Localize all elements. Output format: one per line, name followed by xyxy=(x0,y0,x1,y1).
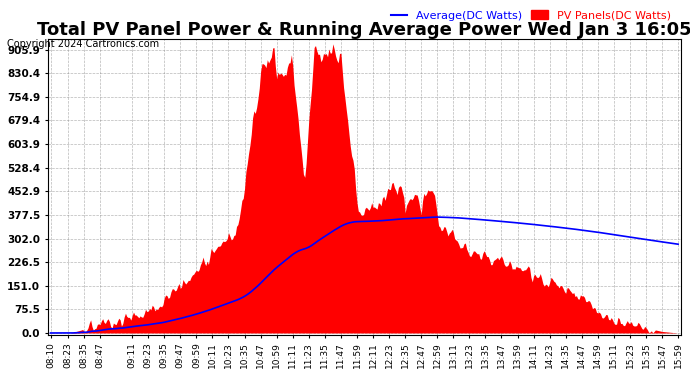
Text: Copyright 2024 Cartronics.com: Copyright 2024 Cartronics.com xyxy=(7,39,159,50)
Legend: Average(DC Watts), PV Panels(DC Watts): Average(DC Watts), PV Panels(DC Watts) xyxy=(386,6,676,25)
Title: Total PV Panel Power & Running Average Power Wed Jan 3 16:05: Total PV Panel Power & Running Average P… xyxy=(37,21,690,39)
